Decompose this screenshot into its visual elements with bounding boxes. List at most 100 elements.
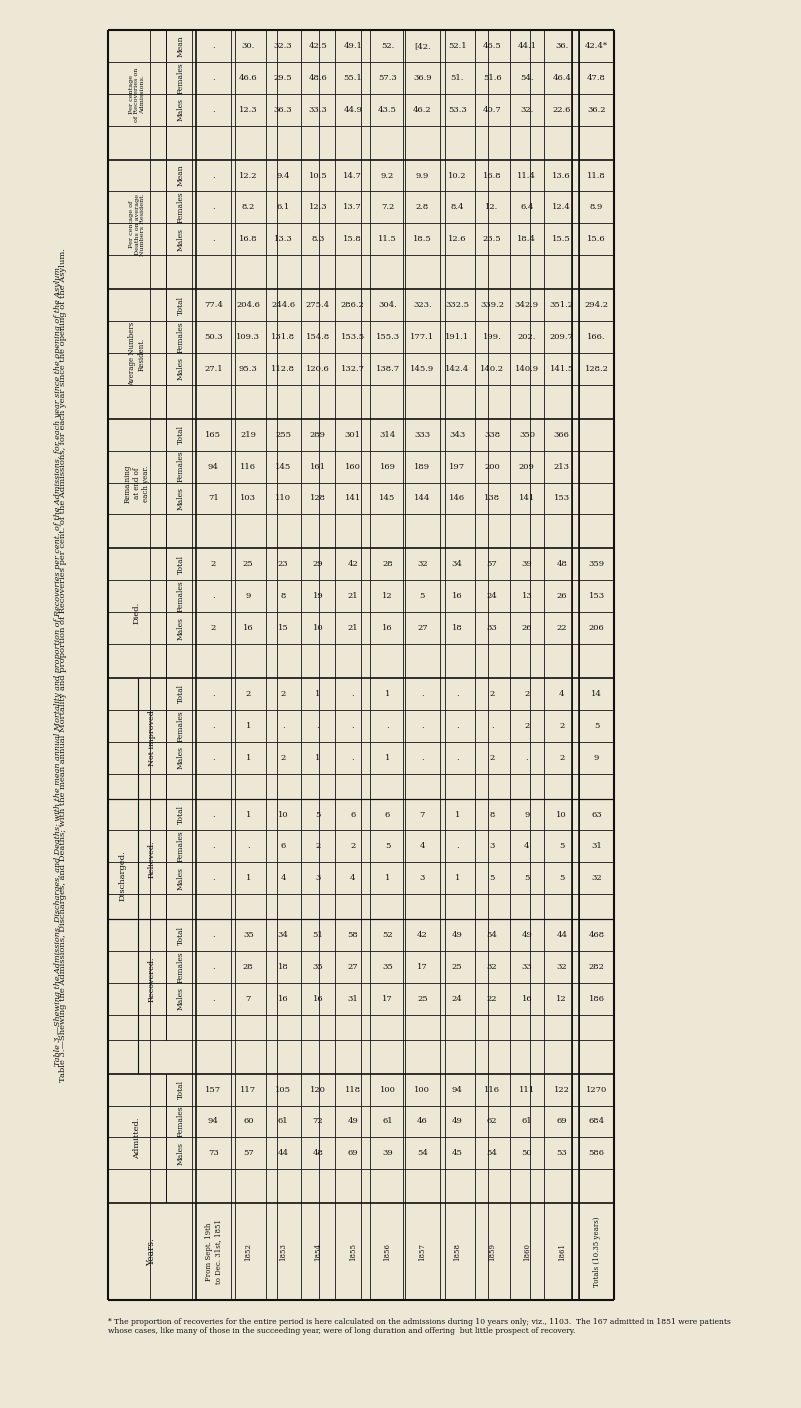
Text: 51.6: 51.6	[483, 73, 501, 82]
Text: 161: 161	[310, 463, 326, 470]
Text: 30.: 30.	[242, 42, 255, 49]
Text: 138: 138	[484, 494, 500, 503]
Text: 197: 197	[449, 463, 465, 470]
Text: Females: Females	[177, 950, 185, 983]
Text: 5: 5	[316, 811, 320, 818]
Text: 117: 117	[240, 1086, 256, 1094]
Text: 2: 2	[280, 753, 286, 762]
Text: 103: 103	[240, 494, 256, 503]
Text: 55.1: 55.1	[344, 73, 362, 82]
Text: 71: 71	[208, 494, 219, 503]
Text: 1270: 1270	[586, 1086, 607, 1094]
Text: .: .	[352, 722, 354, 729]
Text: 6: 6	[350, 811, 356, 818]
Text: 286.2: 286.2	[341, 301, 364, 310]
Text: 39: 39	[382, 1149, 393, 1157]
Text: 2: 2	[559, 753, 565, 762]
Text: 26: 26	[557, 593, 567, 600]
Text: .: .	[456, 722, 458, 729]
Text: 1: 1	[316, 690, 320, 698]
Text: 21: 21	[348, 624, 358, 632]
Text: 4: 4	[420, 842, 425, 850]
Text: 333: 333	[414, 431, 430, 439]
Text: 16.8: 16.8	[239, 235, 258, 244]
Text: 42: 42	[348, 560, 358, 569]
Text: 77.4: 77.4	[204, 301, 223, 310]
Text: 15.8: 15.8	[344, 235, 362, 244]
Text: 5: 5	[385, 842, 390, 850]
Text: .: .	[247, 842, 250, 850]
Text: 57: 57	[487, 560, 497, 569]
Text: 45: 45	[452, 1149, 463, 1157]
Text: 14.7: 14.7	[344, 172, 362, 180]
Text: 33: 33	[487, 624, 497, 632]
Text: 52.: 52.	[381, 42, 394, 49]
Text: 140.9: 140.9	[515, 365, 539, 373]
Text: Died.: Died.	[133, 603, 141, 624]
Text: 35: 35	[312, 963, 324, 972]
Text: 5: 5	[559, 842, 565, 850]
Text: 58: 58	[348, 931, 358, 939]
Text: 155.3: 155.3	[376, 332, 400, 341]
Text: 111: 111	[519, 1086, 535, 1094]
Text: 32.: 32.	[521, 106, 533, 114]
Text: 94: 94	[208, 1118, 219, 1125]
Text: 16: 16	[243, 624, 254, 632]
Text: 42.5: 42.5	[308, 42, 328, 49]
Text: 15: 15	[278, 624, 288, 632]
Text: 25: 25	[243, 560, 254, 569]
Text: 120: 120	[310, 1086, 326, 1094]
Text: 157: 157	[205, 1086, 222, 1094]
Text: 15.6: 15.6	[587, 235, 606, 244]
Text: 3: 3	[420, 874, 425, 883]
Text: 141: 141	[344, 494, 361, 503]
Text: 16: 16	[382, 624, 393, 632]
Text: Remaining
at end of
each year.: Remaining at end of each year.	[124, 465, 151, 503]
Text: 1856: 1856	[384, 1243, 392, 1260]
Text: 16: 16	[278, 994, 288, 1002]
Text: 1854: 1854	[314, 1243, 322, 1260]
Text: 366: 366	[553, 431, 570, 439]
Text: 144: 144	[414, 494, 431, 503]
Text: 18: 18	[278, 963, 288, 972]
Text: Males: Males	[177, 228, 185, 251]
Text: 8.2: 8.2	[242, 203, 255, 211]
Text: 46.4: 46.4	[553, 73, 571, 82]
Text: 9.2: 9.2	[381, 172, 394, 180]
Text: Relieved.: Relieved.	[148, 841, 156, 877]
Text: 8.4: 8.4	[450, 203, 464, 211]
Text: 13: 13	[521, 593, 533, 600]
Text: 33: 33	[521, 963, 533, 972]
Text: 51.: 51.	[450, 73, 464, 82]
Text: 43.5: 43.5	[378, 106, 397, 114]
Text: 46.5: 46.5	[483, 42, 501, 49]
Text: 2: 2	[211, 560, 216, 569]
Text: 60: 60	[243, 1118, 253, 1125]
Text: 5: 5	[420, 593, 425, 600]
Text: Average Numbers
Resident.: Average Numbers Resident.	[128, 322, 146, 386]
Text: 177.1: 177.1	[410, 332, 434, 341]
Text: Per centage of
Deaths on average
Numbers Resident.: Per centage of Deaths on average Numbers…	[129, 193, 145, 256]
Text: 206: 206	[589, 624, 605, 632]
Text: .: .	[421, 690, 424, 698]
Text: From Sept. 19th
to Dec. 31st, 1851: From Sept. 19th to Dec. 31st, 1851	[205, 1219, 222, 1284]
Text: 36.9: 36.9	[413, 73, 432, 82]
Text: 52: 52	[382, 931, 393, 939]
Text: 48: 48	[557, 560, 567, 569]
Text: 186: 186	[589, 994, 605, 1002]
Text: 23.5: 23.5	[483, 235, 501, 244]
Text: 209: 209	[519, 463, 535, 470]
Text: 11.5: 11.5	[378, 235, 397, 244]
Text: 100: 100	[380, 1086, 396, 1094]
Text: 105: 105	[275, 1086, 291, 1094]
Text: 16.8: 16.8	[483, 172, 501, 180]
Text: 57: 57	[243, 1149, 254, 1157]
Text: 142.4: 142.4	[445, 365, 469, 373]
Text: 131.8: 131.8	[271, 332, 295, 341]
Text: 10: 10	[278, 811, 288, 818]
Text: 109.3: 109.3	[236, 332, 260, 341]
Text: 54: 54	[487, 1149, 497, 1157]
Text: .: .	[456, 753, 458, 762]
Text: 49: 49	[452, 1118, 463, 1125]
Text: 73: 73	[208, 1149, 219, 1157]
